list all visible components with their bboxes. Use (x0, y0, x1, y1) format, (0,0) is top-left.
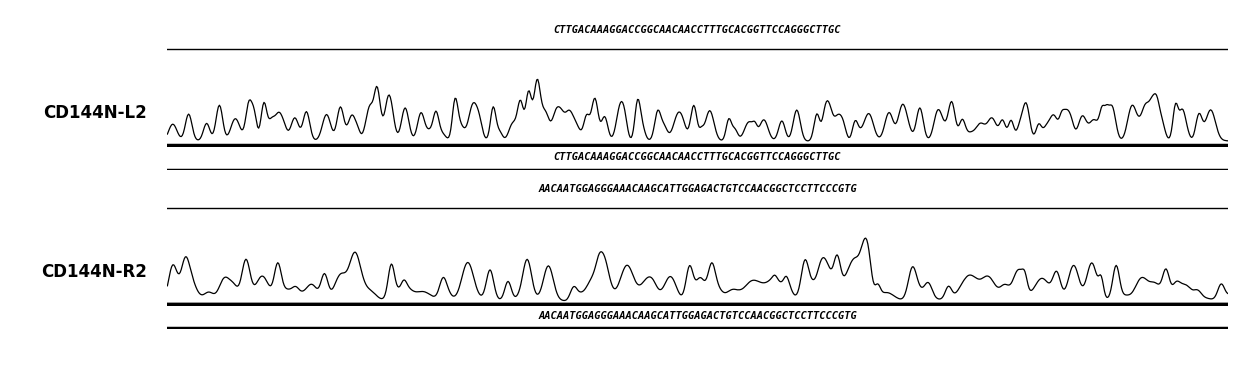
Text: AACAATGGAGGGAAACAAGCATTGGAGACTGTCCAACGGCTCCTTCCCGTG: AACAATGGAGGGAAACAAGCATTGGAGACTGTCCAACGGC… (538, 311, 857, 321)
Text: CD144N-R2: CD144N-R2 (41, 263, 148, 281)
Text: CTTGACAAAGGACCGGCAACAACCTTTGCACGGTTCCAGGGCTTGC: CTTGACAAAGGACCGGCAACAACCTTTGCACGGTTCCAGG… (554, 25, 841, 35)
Text: CD144N-L2: CD144N-L2 (43, 104, 148, 122)
Text: AACAATGGAGGGAAACAAGCATTGGAGACTGTCCAACGGCTCCTTCCCGTG: AACAATGGAGGGAAACAAGCATTGGAGACTGTCCAACGGC… (538, 184, 857, 194)
Text: CTTGACAAAGGACCGGCAACAACCTTTGCACGGTTCCAGGGCTTGC: CTTGACAAAGGACCGGCAACAACCTTTGCACGGTTCCAGG… (554, 152, 841, 162)
